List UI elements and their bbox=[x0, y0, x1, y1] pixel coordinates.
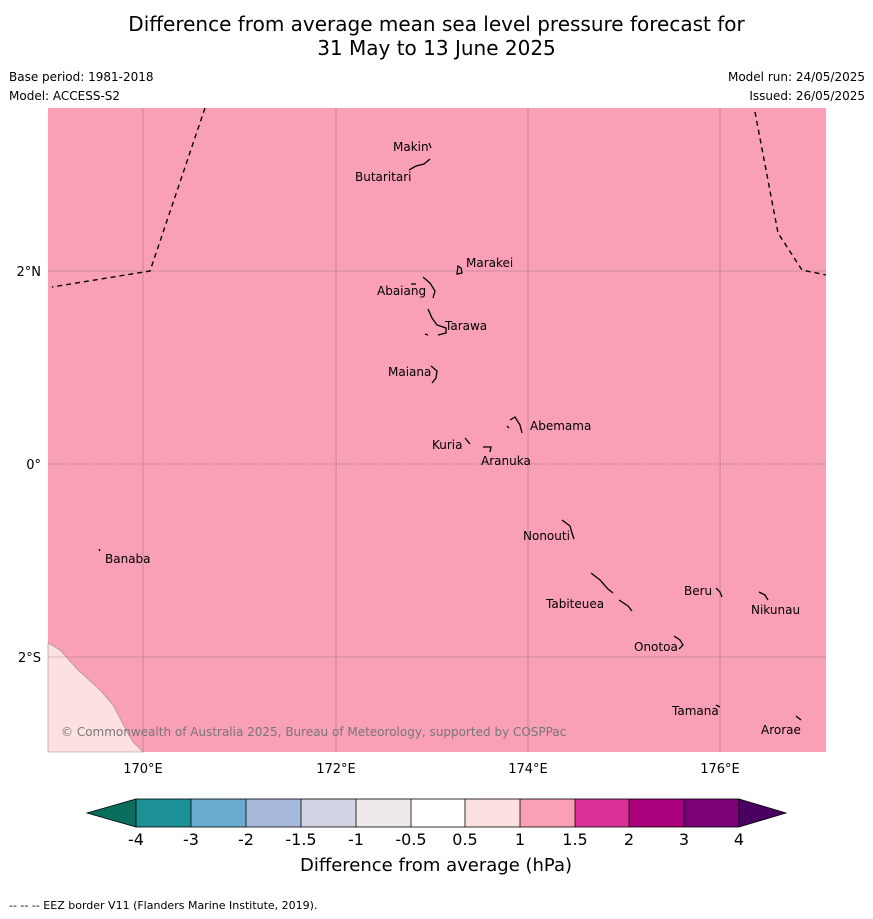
abemama-islet bbox=[506, 425, 510, 429]
colorbar-label: Difference from average (hPa) bbox=[300, 855, 572, 876]
map-panel: Makin Butaritari Marakei Abaiang Tarawa … bbox=[47, 107, 827, 753]
colorbar-tick-3: -1.5 bbox=[285, 830, 316, 849]
low-anomaly-corner bbox=[47, 642, 144, 753]
colorbar-frame bbox=[135, 798, 740, 828]
colorbar-tick-7: 1 bbox=[515, 830, 525, 849]
marakei-island bbox=[456, 264, 463, 275]
island-label-banaba: Banaba bbox=[105, 552, 151, 566]
title-line-2: 31 May to 13 June 2025 bbox=[317, 36, 556, 60]
colorbar-tick-0: -4 bbox=[128, 830, 144, 849]
lat-label-0: 0° bbox=[26, 458, 41, 473]
colorbar-bin-8 bbox=[575, 799, 629, 827]
colorbar-bin-5 bbox=[411, 799, 465, 827]
arorae-island bbox=[795, 715, 802, 721]
island-outlines bbox=[98, 142, 802, 721]
makin-island bbox=[428, 142, 432, 149]
island-label-nikunau: Nikunau bbox=[751, 603, 800, 617]
colorbar-tick-2: -2 bbox=[238, 830, 254, 849]
island-label-onotoa: Onotoa bbox=[634, 640, 678, 654]
colorbar-tick-4: -1 bbox=[348, 830, 364, 849]
island-label-abaiang: Abaiang bbox=[377, 284, 426, 298]
colorbar-bin-1 bbox=[191, 799, 246, 827]
colorbar-bin-6 bbox=[465, 799, 520, 827]
island-label-aranuka: Aranuka bbox=[481, 454, 531, 468]
island-label-butaritari: Butaritari bbox=[355, 170, 412, 184]
kuria-island bbox=[464, 437, 471, 445]
lat-label-2n: 2°N bbox=[17, 265, 42, 280]
colorbar-bin-7 bbox=[520, 799, 575, 827]
colorbar-tick-10: 3 bbox=[679, 830, 689, 849]
colorbar-tick-1: -3 bbox=[183, 830, 199, 849]
colorbar-tick-11: 4 bbox=[734, 830, 744, 849]
gridlines bbox=[48, 108, 826, 752]
island-label-tarawa: Tarawa bbox=[444, 319, 487, 333]
colorbar-bin-9 bbox=[629, 799, 684, 827]
maiana-island bbox=[430, 365, 438, 384]
pressure-anomaly-field bbox=[48, 108, 826, 752]
colorbar-bin-3 bbox=[301, 799, 356, 827]
eez-border bbox=[51, 107, 827, 288]
abaiang-island bbox=[422, 276, 436, 299]
map-title: Difference from average mean sea level p… bbox=[0, 12, 873, 60]
island-label-marakei: Marakei bbox=[466, 256, 513, 270]
island-label-beru: Beru bbox=[684, 584, 712, 598]
copyright-notice: © Commonwealth of Australia 2025, Bureau… bbox=[61, 725, 566, 739]
colorbar-bin-4 bbox=[356, 799, 411, 827]
issued-date: Issued: 26/05/2025 bbox=[749, 89, 865, 103]
tabiteuea-south bbox=[618, 599, 633, 612]
colorbar-tick-6: 0.5 bbox=[452, 830, 477, 849]
tarawa-islet bbox=[424, 333, 429, 336]
aranuka-island bbox=[483, 446, 492, 453]
lat-label-2s: 2°S bbox=[18, 651, 41, 666]
lon-label-174e: 174°E bbox=[508, 762, 548, 777]
model-run: Model run: 24/05/2025 bbox=[727, 70, 865, 84]
colorbar-low-arrow bbox=[85, 798, 137, 828]
tabiteuea-north bbox=[590, 572, 614, 594]
island-label-tabiteuea: Tabiteuea bbox=[545, 597, 604, 611]
colorbar-tick-8: 1.5 bbox=[562, 830, 587, 849]
island-label-maiana: Maiana bbox=[388, 365, 431, 379]
eez-footnote: -- -- -- EEZ border V11 (Flanders Marine… bbox=[9, 899, 318, 912]
colorbar-bin-0 bbox=[136, 799, 191, 827]
banaba-island bbox=[98, 548, 101, 552]
colorbar-tick-5: -0.5 bbox=[395, 830, 426, 849]
lon-label-170e: 170°E bbox=[123, 762, 163, 777]
model-name: Model: ACCESS-S2 bbox=[9, 89, 121, 103]
beru-island bbox=[715, 587, 723, 598]
onotoa-island bbox=[673, 635, 684, 650]
title-line-1: Difference from average mean sea level p… bbox=[128, 12, 745, 36]
nikunau-island bbox=[758, 591, 769, 601]
colorbar-bin-2 bbox=[246, 799, 301, 827]
meta-right: Model run: 24/05/2025 Issued: 26/05/2025 bbox=[728, 69, 865, 107]
island-label-arorae: Arorae bbox=[761, 723, 801, 737]
colorbar-tick-9: 2 bbox=[624, 830, 634, 849]
tamana-island bbox=[715, 704, 721, 708]
island-label-tamana: Tamana bbox=[671, 704, 719, 718]
island-label-makin: Makin bbox=[393, 140, 429, 154]
base-period: Base period: 1981-2018 bbox=[9, 70, 154, 84]
abemama-island bbox=[509, 416, 523, 434]
lon-label-176e: 176°E bbox=[700, 762, 740, 777]
island-label-kuria: Kuria bbox=[432, 438, 463, 452]
lon-label-172e: 172°E bbox=[316, 762, 356, 777]
meta-left: Base period: 1981-2018 Model: ACCESS-S2 bbox=[9, 69, 154, 107]
island-label-abemama: Abemama bbox=[530, 419, 591, 433]
tarawa-island bbox=[427, 308, 447, 336]
butaritari-island bbox=[408, 158, 431, 171]
island-label-nonouti: Nonouti bbox=[523, 529, 570, 543]
nonouti-island bbox=[561, 519, 575, 540]
colorbar: -4 -3 -2 -1.5 -1 -0.5 0.5 1 1.5 2 3 4 Di… bbox=[85, 798, 788, 876]
colorbar-bin-10 bbox=[684, 799, 739, 827]
colorbar-high-arrow bbox=[738, 798, 788, 828]
